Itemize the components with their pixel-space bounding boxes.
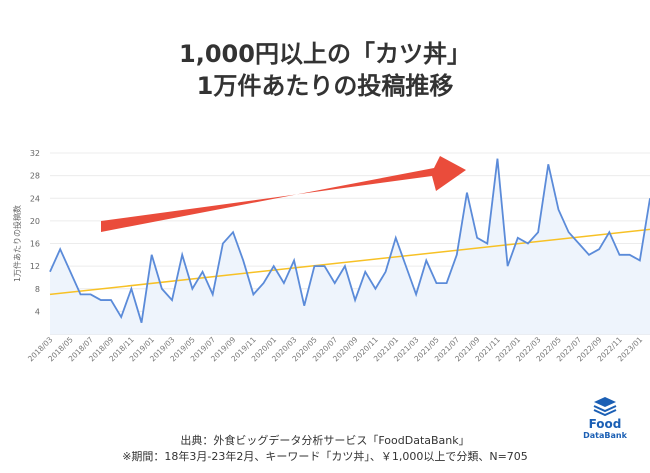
period-note: ※期間：18年3月-23年2月、キーワード「カツ丼」、￥1,000以上で分類、N…	[122, 450, 528, 463]
logo-icon	[593, 397, 617, 417]
y-axis-label: 1万件あたりの投稿数	[12, 205, 22, 282]
area-fill	[50, 158, 650, 334]
y-tick-label: 12	[30, 262, 40, 271]
source-text: 出典：外食ビッグデータ分析サービス「FoodDataBank」	[180, 434, 470, 447]
series-line	[49, 158, 650, 323]
y-tick-label: 28	[30, 172, 40, 181]
chart-title-line1: 1,000円以上の「カツ丼」	[179, 40, 471, 68]
y-tick-label: 16	[30, 240, 40, 249]
fooddatabank-logo: Food DataBank	[580, 396, 630, 441]
y-tick-label: 20	[30, 217, 40, 226]
logo-text-databank: DataBank	[583, 431, 627, 440]
trend-arrow	[101, 156, 466, 232]
chart-title-line2: 1万件あたりの投稿推移	[196, 72, 454, 100]
trendline	[49, 228, 650, 296]
line-chart: 481216202428321万件あたりの投稿数2018/032018/0520…	[12, 149, 650, 363]
y-tick-label: 24	[30, 194, 40, 203]
y-tick-label: 4	[35, 307, 40, 316]
y-tick-label: 8	[35, 285, 40, 294]
logo-text-food: Food	[588, 417, 622, 431]
y-tick-label: 32	[30, 149, 40, 158]
